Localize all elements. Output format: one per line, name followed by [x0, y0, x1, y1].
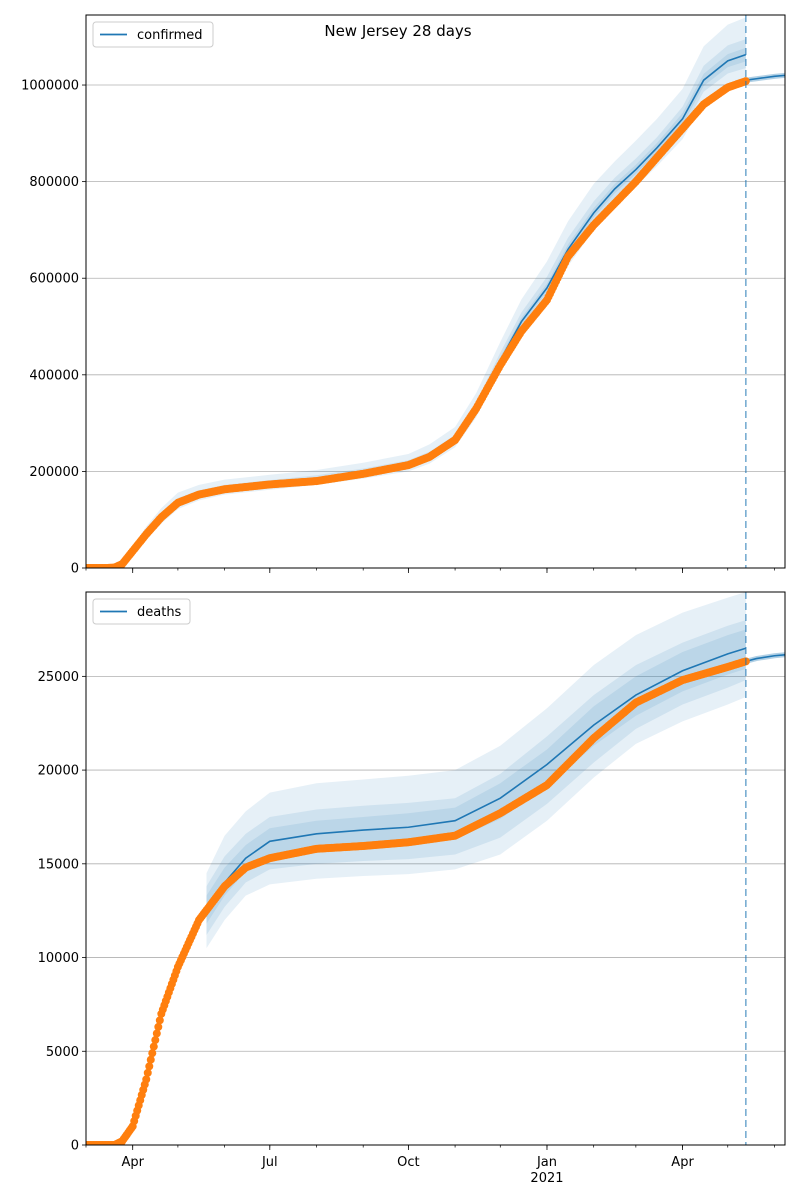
- y-tick-label: 5000: [46, 1045, 79, 1060]
- observed-point: [145, 1062, 154, 1071]
- y-tick-label: 200000: [29, 465, 79, 480]
- observed-point: [148, 1049, 157, 1058]
- observed-point: [142, 1075, 151, 1084]
- observed-point: [152, 1029, 161, 1038]
- x-tick-label: Jan: [536, 1155, 557, 1170]
- confidence-band-outer: [86, 17, 746, 568]
- axes-frame: [85, 14, 786, 569]
- confidence-band-middle: [86, 39, 746, 568]
- forecast-line: [745, 654, 785, 663]
- observed-point: [146, 1055, 155, 1064]
- forecast-line: [745, 74, 785, 81]
- legend-label: confirmed: [137, 28, 203, 43]
- figure-title: New Jersey 28 days: [324, 22, 471, 40]
- deaths-panel: 0 5000 10000 15000 20000 25000 Apr Jul Oct Jan202…: [38, 591, 786, 1186]
- x-tick-label: Jul: [261, 1155, 278, 1170]
- legend-box: [92, 598, 191, 625]
- observed-point: [143, 1068, 152, 1077]
- x-tick-year-label: 2021: [530, 1171, 563, 1186]
- observed-point: [151, 1036, 160, 1045]
- confidence-band-inner: [206, 629, 746, 924]
- y-tick-label: 600000: [29, 272, 79, 287]
- legend: confirmed: [92, 21, 214, 48]
- axes-frame: [85, 591, 786, 1146]
- confirmed-panel: 0 200000 400000 600000 800000 1000000 confirme…: [21, 14, 786, 577]
- confidence-band-inner: [86, 47, 746, 568]
- legend-box: [92, 21, 214, 48]
- x-tick-label: Apr: [121, 1155, 144, 1170]
- observed-point: [155, 1016, 164, 1025]
- y-tick-label: 15000: [38, 857, 79, 872]
- y-tick-label: 400000: [29, 368, 79, 383]
- y-tick-label: 0: [71, 562, 79, 577]
- confidence-band-outer: [206, 592, 746, 949]
- plot-area: [86, 592, 785, 1145]
- confidence-band-middle: [206, 620, 746, 936]
- y-tick-label: 10000: [38, 951, 79, 966]
- y-tick-label: 0: [71, 1139, 79, 1154]
- y-tick-label: 25000: [38, 670, 79, 685]
- y-tick-label: 1000000: [21, 79, 79, 94]
- plot-area: [86, 17, 785, 568]
- y-tick-label: 20000: [38, 764, 79, 779]
- legend: deaths: [92, 598, 191, 625]
- legend-label: deaths: [137, 605, 182, 620]
- y-tick-label: 800000: [29, 175, 79, 190]
- model-line: [205, 647, 747, 910]
- observed-point: [154, 1022, 163, 1031]
- x-tick-label: Oct: [397, 1155, 419, 1170]
- observed-point: [149, 1042, 158, 1051]
- x-tick-label: Apr: [671, 1155, 694, 1170]
